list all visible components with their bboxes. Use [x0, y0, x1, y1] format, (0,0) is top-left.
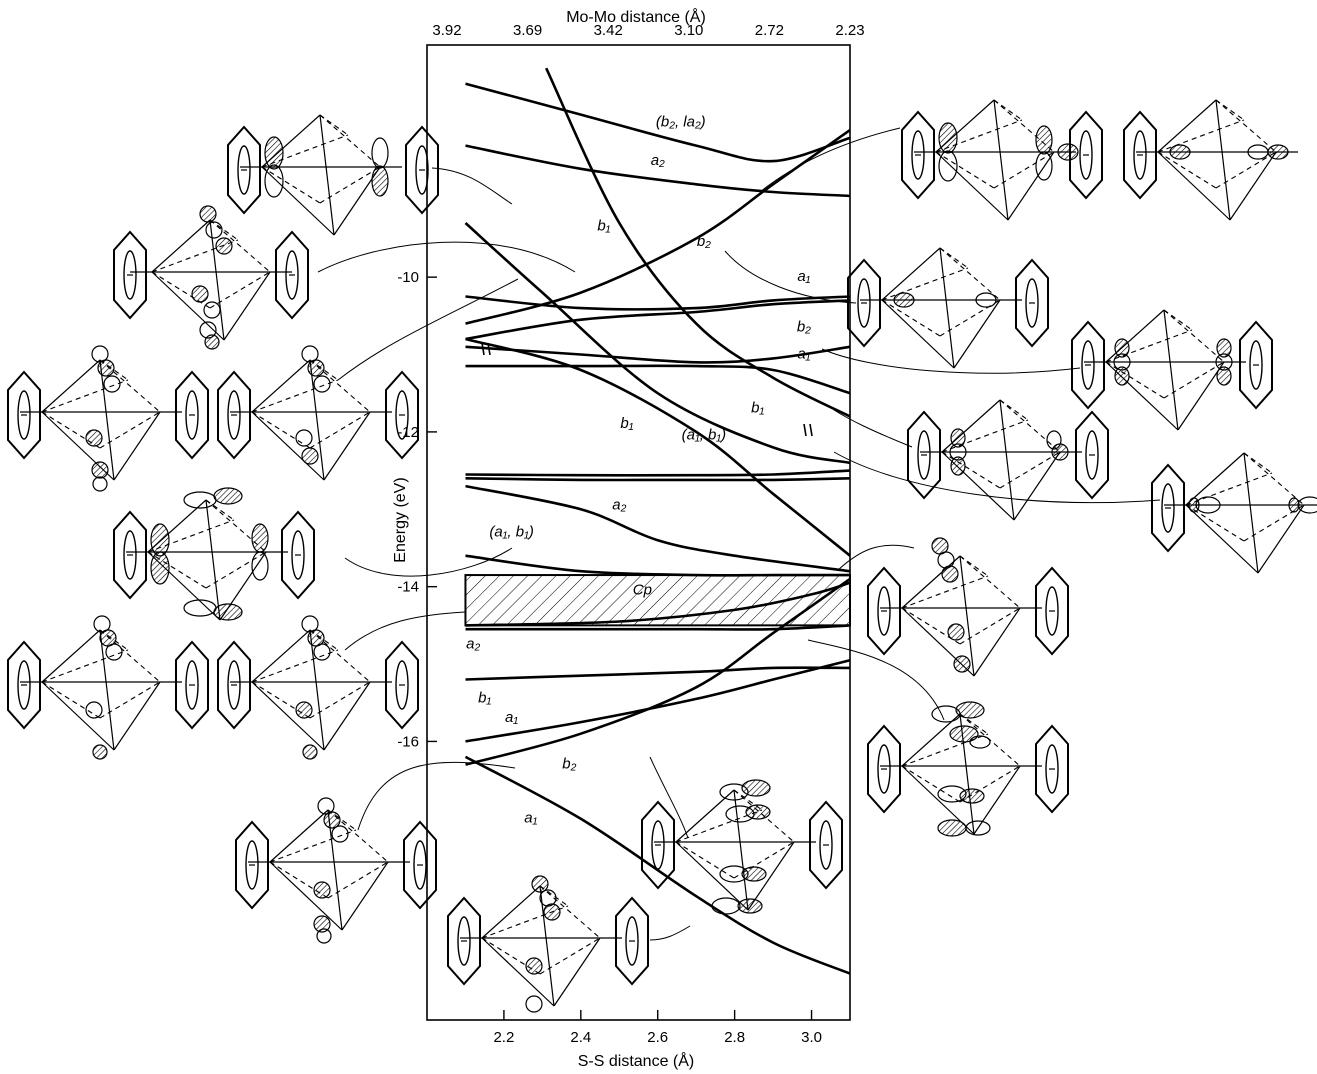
orbital-energy-curve	[465, 364, 851, 395]
orbital-energy-curve	[545, 67, 851, 418]
curve-label: b₁	[478, 690, 491, 707]
curve-label: b₂	[797, 318, 811, 335]
y-axis-title: Energy (eV)	[392, 477, 409, 562]
y-tick-label: -10	[397, 269, 419, 286]
x-axis-tick-labels: 2.2 2.4 2.6 2.8 3.0	[493, 1029, 821, 1046]
curve-label: b₁	[597, 218, 610, 235]
x-tick-label: 2.2	[493, 1029, 514, 1046]
orbital-drawing	[641, 779, 843, 915]
top-axis-tick-label: 3.92	[432, 22, 461, 39]
orbital-drawing	[907, 399, 1109, 521]
top-axis-tick-label: 3.10	[674, 22, 703, 39]
orbital-energy-curve	[465, 477, 851, 482]
orbital-energy-curve	[465, 554, 850, 577]
curve-label: a₁	[505, 709, 518, 726]
orbital-drawing	[227, 114, 439, 236]
curve-label: a₁	[797, 268, 810, 285]
y-axis-tick-labels: -10 -12 -14 -16	[397, 269, 419, 750]
orbital-energy-curve	[465, 299, 851, 341]
orbital-drawing	[113, 487, 315, 621]
orbital-energy-curve	[465, 144, 851, 198]
orbital-drawing	[901, 99, 1103, 221]
curve-label: a₂	[651, 152, 665, 169]
curve-label: a₁	[524, 810, 537, 827]
orbital-drawings	[7, 99, 1317, 1013]
orbital-drawing	[7, 615, 209, 760]
orbital-drawing	[7, 345, 209, 492]
energy-curves	[464, 67, 851, 975]
orbital-drawing	[867, 701, 1069, 837]
orbital-energy-curve	[465, 624, 851, 631]
y-tick-label: -16	[397, 733, 419, 750]
orbital-energy-curve	[465, 581, 851, 627]
curve-label: b₂	[562, 756, 576, 773]
curve-label: (b₂, la₂)	[656, 113, 706, 130]
curve-label: a₂	[466, 636, 480, 653]
orbital-energy-curve	[465, 469, 851, 477]
orbital-drawing	[235, 797, 437, 944]
top-axis-tick-label: 2.72	[755, 22, 784, 39]
top-axis-tick-label: 2.23	[835, 22, 864, 39]
orbital-energy-curve	[465, 666, 851, 681]
curve-label: b₂	[697, 233, 711, 250]
orbital-drawing	[447, 875, 649, 1013]
top-axis-title: Mo-Mo distance (Å)	[566, 7, 706, 26]
x-tick-label: 2.6	[647, 1029, 668, 1046]
x-tick-label: 2.4	[570, 1029, 591, 1046]
orbital-drawing	[1151, 452, 1317, 574]
curve-label: b₁	[751, 400, 764, 417]
orbital-drawing	[217, 615, 419, 760]
curve-label: (a₁, b₁)	[489, 523, 533, 540]
curve-label: a₁	[797, 345, 810, 362]
orbital-energy-curve	[465, 295, 851, 311]
top-axis-tick-labels: 3.92 3.69 3.42 3.10 2.72 2.23	[432, 22, 864, 39]
orbital-energy-curve	[465, 82, 851, 163]
axis-ticks	[427, 276, 813, 1020]
orbital-drawing	[217, 345, 419, 481]
curve-label: b₁	[620, 415, 633, 432]
orbital-energy-curve	[465, 577, 851, 766]
orbital-drawing	[113, 205, 309, 350]
orbital-energy-curve	[465, 337, 851, 557]
orbital-drawing	[867, 537, 1069, 677]
orbital-drawing	[1071, 309, 1273, 431]
curve-label: Cp	[633, 581, 652, 598]
orbital-energy-curve	[465, 345, 851, 364]
curve-label: (a₁, b₁)	[682, 427, 726, 444]
x-tick-label: 2.8	[724, 1029, 745, 1046]
plot-frame	[426, 44, 851, 1021]
curve-label: a₂	[612, 496, 626, 513]
orbital-energy-curve	[465, 658, 851, 743]
top-axis-tick-label: 3.69	[513, 22, 542, 39]
y-tick-label: -14	[397, 579, 419, 596]
degeneracy-marks	[481, 342, 813, 437]
leader-lines	[317, 127, 1161, 941]
top-axis-tick-label: 3.42	[594, 22, 623, 39]
orbital-energy-curve	[464, 222, 851, 465]
x-axis-title: S-S distance (Å)	[578, 1051, 694, 1070]
orbital-drawing	[1123, 99, 1299, 221]
y-tick-label: -12	[397, 424, 419, 441]
orbital-energy-curve	[464, 755, 851, 975]
orbital-energy-curve	[465, 484, 851, 573]
x-tick-label: 3.0	[801, 1029, 822, 1046]
orbital-drawing	[847, 247, 1049, 369]
curve-labels: (b₂, la₂) a₂ b₁ b₂ a₁ b₂ a₁ b₁ (a₁, b₁) b₁ a₂ (a₁, …	[466, 113, 811, 826]
